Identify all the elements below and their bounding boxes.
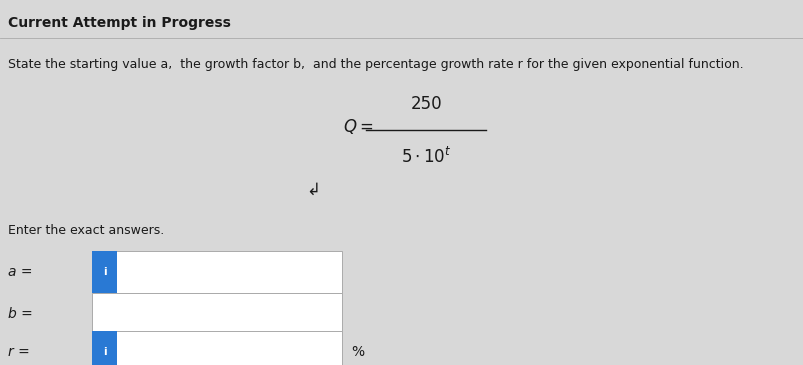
- Text: Enter the exact answers.: Enter the exact answers.: [8, 224, 164, 238]
- Text: b =: b =: [8, 307, 33, 321]
- Text: $5 \cdot 10^t$: $5 \cdot 10^t$: [401, 147, 450, 167]
- Bar: [92, 331, 116, 365]
- Text: %: %: [351, 345, 364, 359]
- Bar: [92, 251, 341, 293]
- Text: $Q =$: $Q =$: [343, 117, 373, 137]
- Bar: [92, 251, 116, 293]
- Text: State the starting value a,  the growth factor b,  and the percentage growth rat: State the starting value a, the growth f…: [8, 58, 743, 72]
- Bar: [92, 293, 341, 335]
- Bar: [92, 331, 341, 365]
- Text: a =: a =: [8, 265, 32, 279]
- Text: Current Attempt in Progress: Current Attempt in Progress: [8, 16, 230, 30]
- Text: i: i: [103, 347, 106, 357]
- Text: r =: r =: [8, 345, 30, 359]
- Text: 250: 250: [410, 95, 442, 113]
- Text: ↲: ↲: [306, 181, 320, 199]
- Text: i: i: [103, 267, 106, 277]
